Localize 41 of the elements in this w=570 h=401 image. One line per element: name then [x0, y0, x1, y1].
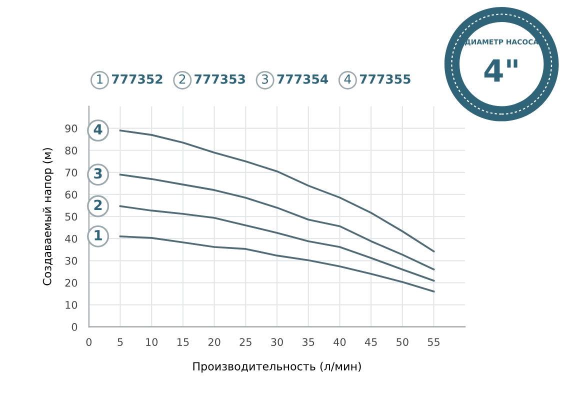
line-series [119, 235, 435, 292]
x-tick-label: 25 [240, 338, 252, 346]
x-tick-label: 0 [86, 338, 92, 346]
x-tick-label: 5 [118, 338, 123, 346]
text: 1 [97, 74, 103, 84]
x-tick-label: 10 [146, 338, 158, 346]
series-label: 4 [94, 124, 102, 134]
text: 4 [344, 74, 351, 84]
x-tick-label: 35 [302, 338, 314, 346]
line-series [119, 174, 435, 270]
x-tick-label: 30 [271, 338, 283, 346]
text: 3 [262, 74, 268, 84]
x-tick-label: 45 [364, 338, 377, 346]
x-axis-title: Производительность (л/мин) [193, 362, 361, 373]
series-label: 3 [94, 168, 102, 179]
text: 2 [179, 74, 186, 84]
y-tick-label: 50 [65, 212, 78, 221]
x-tick-label: 20 [208, 338, 220, 346]
x-tick-label: 15 [177, 338, 189, 346]
text: 777354 [277, 74, 328, 84]
y-axis-title: Создаваемый напор (м) [42, 148, 54, 286]
y-tick-label: 0 [72, 323, 78, 331]
text: 4" [484, 59, 518, 82]
line-series [119, 130, 435, 252]
y-tick-label: 10 [66, 300, 78, 309]
y-tick-label: 30 [65, 256, 78, 265]
y-tick-label: 40 [65, 234, 78, 243]
y-tick-label: 70 [65, 168, 78, 177]
text: 777355 [360, 74, 410, 84]
x-tick-label: 50 [396, 338, 408, 346]
text: 777353 [194, 74, 245, 84]
series-label: 1 [94, 230, 102, 240]
x-tick-label: 55 [428, 338, 440, 346]
series-label: 2 [94, 200, 102, 210]
x-tick-label: 40 [334, 338, 346, 346]
y-tick-label: 60 [65, 190, 78, 199]
y-tick-label: 80 [65, 146, 78, 154]
text: 777352 [112, 74, 162, 84]
y-tick-label: 90 [65, 124, 78, 132]
y-tick-label: 20 [65, 278, 78, 287]
line-series [119, 205, 435, 282]
